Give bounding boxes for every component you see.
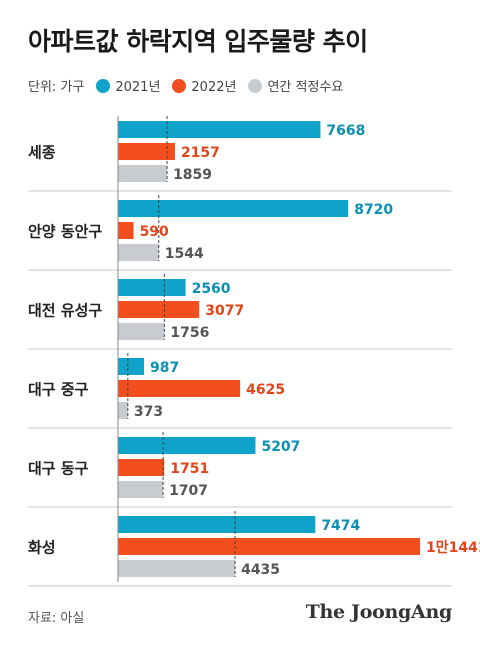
data-label: 5207 (261, 439, 300, 455)
data-label: 1544 (165, 246, 204, 262)
bar-demand (118, 323, 165, 340)
legend-swatch-demand (248, 78, 263, 93)
bar-2021 (118, 279, 186, 296)
data-label: 1756 (170, 325, 209, 341)
data-label: 2157 (181, 145, 220, 161)
legend-label-2022: 2022년 (191, 80, 237, 95)
data-label: 1859 (173, 167, 212, 183)
legend-swatch-2022 (172, 78, 187, 93)
bar-2022 (118, 301, 200, 318)
category-label: 안양 동안구 (28, 223, 102, 241)
bar-2021 (118, 437, 256, 454)
bar-demand (118, 244, 159, 261)
data-label: 4625 (246, 382, 285, 398)
bar-demand (118, 481, 164, 498)
publisher-logo: The JoongAng (305, 601, 453, 623)
data-label: 3077 (205, 303, 244, 319)
chart-title: 아파트값 하락지역 입주물량 추이 (28, 27, 368, 56)
bar-demand (118, 402, 128, 419)
bar-2021 (118, 516, 316, 533)
category-label: 대구 동구 (28, 460, 89, 478)
data-label: 8720 (354, 202, 393, 218)
legend: 단위: 가구 2021년 2022년 연간 적정수요 (28, 76, 343, 95)
legend-label-2021: 2021년 (115, 80, 161, 95)
data-label: 987 (150, 360, 179, 376)
bar-2022 (118, 380, 241, 397)
data-label: 4435 (241, 562, 280, 578)
source-note: 자료: 아실 (28, 611, 85, 626)
bar-2021 (118, 121, 321, 138)
bar-2022 (118, 459, 165, 476)
data-label: 7668 (326, 123, 365, 139)
data-label: 590 (140, 224, 169, 240)
bar-2022 (118, 143, 175, 160)
bar-2022 (118, 222, 134, 239)
legend-swatch-2021 (96, 78, 111, 93)
bar-demand (118, 165, 168, 182)
data-label: 373 (134, 404, 163, 420)
bar-2021 (118, 358, 145, 375)
data-label: 1707 (169, 483, 208, 499)
category-label: 대구 중구 (28, 381, 89, 399)
legend-item-2022: 2022년 (172, 76, 236, 95)
category-label: 화성 (28, 539, 56, 557)
legend-item-2021: 2021년 (96, 76, 160, 95)
data-label: 1751 (170, 461, 209, 477)
data-label: 2560 (192, 281, 231, 297)
bar-demand (118, 560, 236, 577)
legend-item-demand: 연간 적정수요 (248, 76, 343, 95)
bar-chart: 세종 7668 2157 1859 안양 동안구 8720 590 1544 대전 유성구 256… (28, 116, 480, 587)
bar-2022 (118, 538, 421, 555)
data-label: 7474 (321, 518, 360, 534)
bar-2021 (118, 200, 349, 217)
category-label: 세종 (28, 144, 56, 162)
category-label: 대전 유성구 (28, 302, 102, 320)
unit-label: 단위: 가구 (28, 80, 85, 95)
data-label: 1만1441 (426, 540, 480, 556)
legend-label-demand: 연간 적정수요 (267, 80, 344, 95)
